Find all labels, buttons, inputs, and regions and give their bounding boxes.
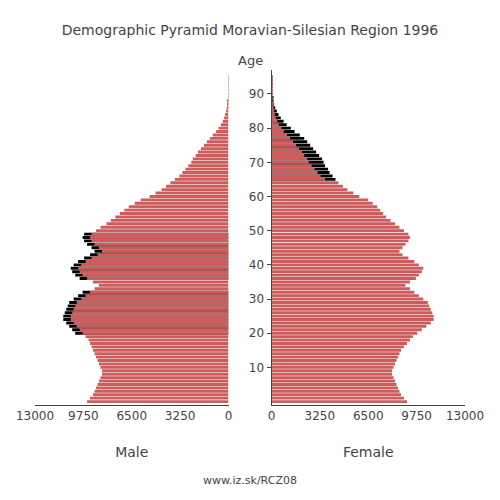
svg-text:50: 50 — [249, 224, 264, 238]
svg-text:Demographic Pyramid Moravian-S: Demographic Pyramid Moravian-Silesian Re… — [62, 22, 439, 38]
svg-text:70: 70 — [249, 156, 264, 170]
svg-text:30: 30 — [249, 292, 264, 306]
svg-text:6500: 6500 — [116, 409, 147, 423]
svg-text:6500: 6500 — [353, 409, 384, 423]
svg-text:40: 40 — [249, 258, 264, 272]
svg-text:3250: 3250 — [305, 409, 336, 423]
svg-text:www.iz.sk/RCZ08: www.iz.sk/RCZ08 — [203, 474, 297, 487]
svg-text:10: 10 — [249, 361, 264, 375]
svg-text:Male: Male — [115, 444, 148, 460]
svg-text:0: 0 — [225, 409, 233, 423]
svg-text:13000: 13000 — [16, 409, 54, 423]
svg-text:13000: 13000 — [446, 409, 484, 423]
svg-text:60: 60 — [249, 190, 264, 204]
svg-text:0: 0 — [268, 409, 276, 423]
svg-text:3250: 3250 — [165, 409, 196, 423]
svg-text:20: 20 — [249, 326, 264, 340]
svg-text:9750: 9750 — [401, 409, 432, 423]
svg-text:80: 80 — [249, 121, 264, 135]
svg-text:Age: Age — [238, 53, 263, 68]
svg-text:9750: 9750 — [68, 409, 99, 423]
svg-text:90: 90 — [249, 87, 264, 101]
svg-text:Female: Female — [343, 444, 394, 460]
